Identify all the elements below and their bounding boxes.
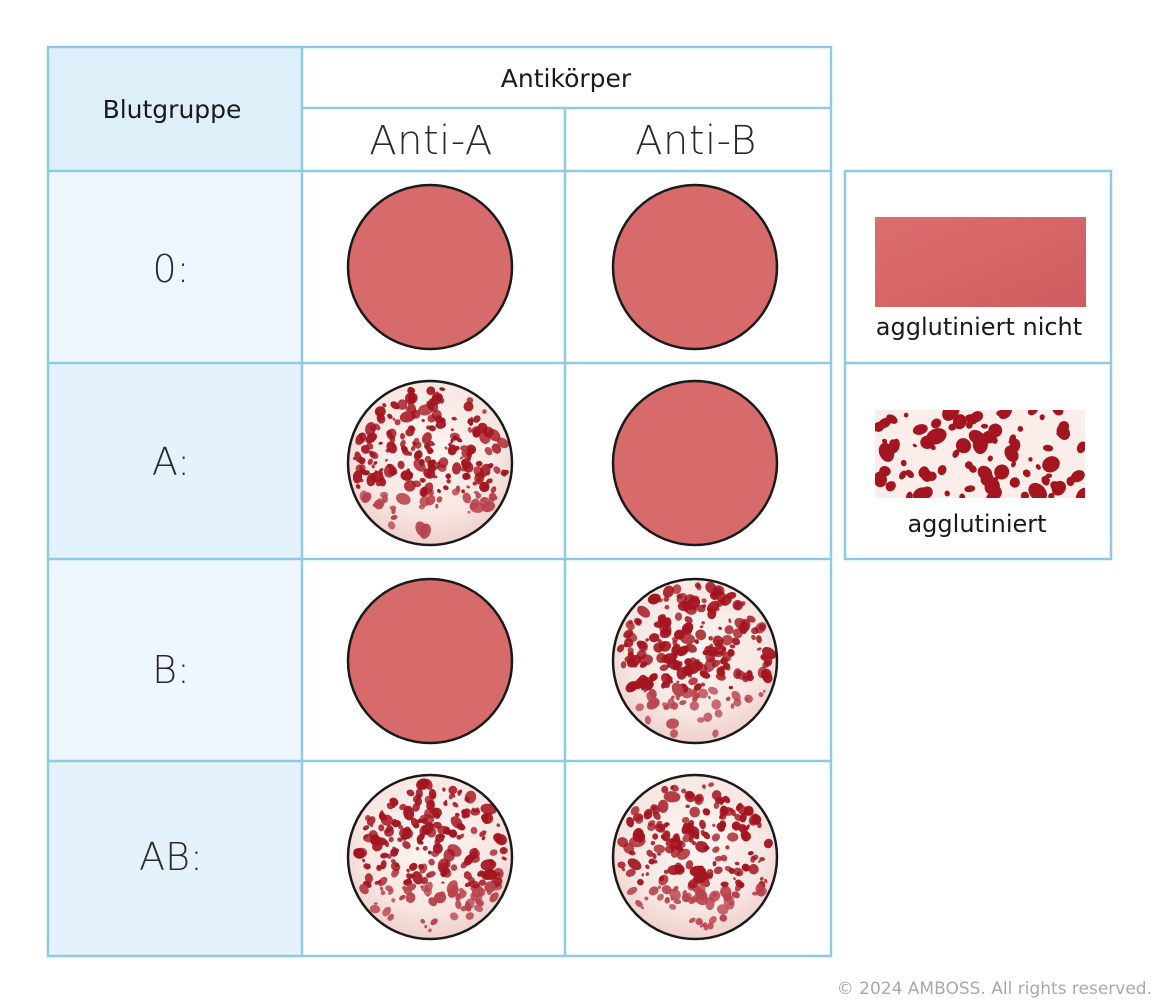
header-blutgruppe: Blutgruppe [103, 95, 242, 124]
copyright: © 2024 AMBOSS. All rights reserved. [837, 979, 1152, 999]
result-circle-row0-col0 [346, 183, 514, 351]
result-circle-row2-col1 [611, 577, 779, 745]
row-label-0: 0: [153, 247, 190, 291]
legend: agglutiniert nicht agglutiniert [843, 169, 1113, 561]
row-label-b: B: [152, 648, 190, 692]
results-layer [346, 183, 779, 941]
table-grid [46, 45, 833, 958]
result-circle-row3-col1 [611, 773, 779, 941]
row-header-cell-b [48, 559, 302, 761]
header-left-cell [48, 47, 302, 171]
row-header-cell-0 [48, 171, 302, 363]
row-label-a: A: [152, 440, 190, 484]
row-header-cell-ab [48, 761, 302, 956]
column-header-anti-a: Anti-A [369, 118, 492, 164]
header-antikoerper: Antikörper [501, 64, 632, 93]
result-circle-row1-col1 [611, 379, 779, 547]
result-circle-row0-col1 [611, 183, 779, 351]
column-header-anti-b: Anti-B [635, 118, 757, 164]
legend-label-smooth: agglutiniert nicht [876, 313, 1082, 341]
legend-swatch-smooth [875, 217, 1086, 307]
legend-swatch-clumped [875, 410, 1085, 498]
result-circle-row3-col0 [346, 773, 514, 941]
row-label-ab: AB: [139, 835, 203, 879]
legend-label-clumped: agglutiniert [907, 510, 1046, 538]
result-circle-row2-col0 [346, 577, 514, 745]
row-header-cell-a [48, 363, 302, 559]
result-circle-row1-col0 [346, 379, 514, 547]
